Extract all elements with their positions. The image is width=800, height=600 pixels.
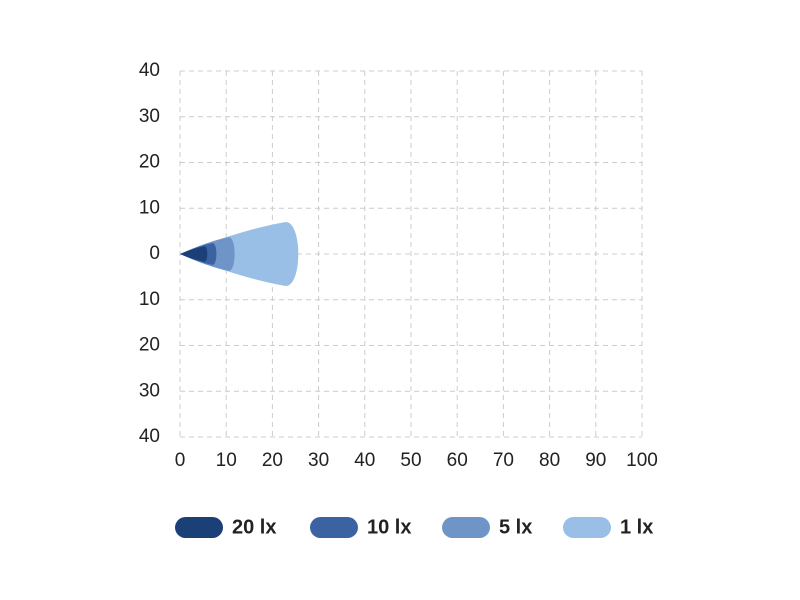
- legend-swatch: [310, 517, 358, 538]
- x-tick-label: 20: [262, 450, 283, 471]
- y-tick-label: 30: [139, 380, 160, 401]
- y-tick-label: 30: [139, 106, 160, 127]
- y-tick-label: 0: [149, 243, 160, 264]
- y-tick-label: 20: [139, 152, 160, 173]
- x-tick-label: 30: [308, 450, 329, 471]
- y-tick-label: 40: [139, 426, 160, 447]
- x-tick-label: 40: [354, 450, 375, 471]
- x-tick-label: 0: [175, 450, 186, 471]
- x-tick-label: 60: [447, 450, 468, 471]
- x-tick-label: 10: [216, 450, 237, 471]
- legend-label: 20 lx: [232, 516, 276, 538]
- legend-label: 1 lx: [620, 516, 653, 538]
- y-tick-label: 40: [139, 60, 160, 81]
- x-tick-label: 50: [400, 450, 421, 471]
- y-tick-label: 10: [139, 197, 160, 218]
- y-tick-label: 20: [139, 335, 160, 356]
- legend-swatch: [175, 517, 223, 538]
- x-tick-label: 80: [539, 450, 560, 471]
- y-tick-label: 10: [139, 289, 160, 310]
- x-tick-label: 90: [585, 450, 606, 471]
- legend-label: 5 lx: [499, 516, 532, 538]
- beam-contour: [180, 221, 299, 287]
- x-tick-label: 100: [626, 450, 658, 471]
- x-tick-label: 70: [493, 450, 514, 471]
- legend-label: 10 lx: [367, 516, 411, 538]
- legend-swatch: [442, 517, 490, 538]
- legend-swatch: [563, 517, 611, 538]
- beam-contour: [180, 246, 208, 262]
